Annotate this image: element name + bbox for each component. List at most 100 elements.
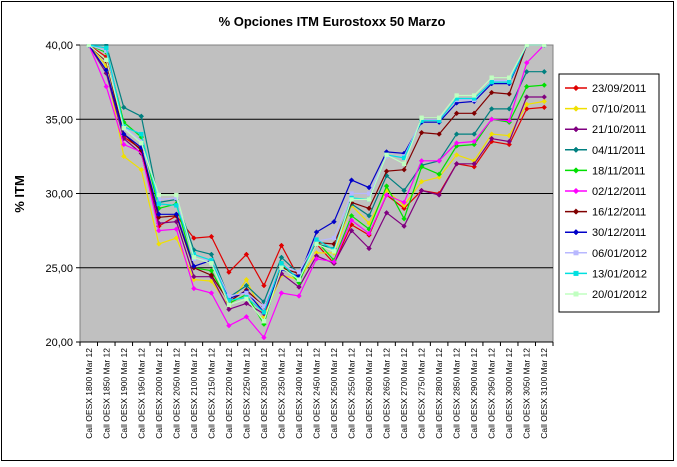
data-point: [436, 131, 442, 137]
legend-item: 23/09/2011: [565, 83, 646, 95]
data-point: [261, 334, 267, 341]
legend-label: 21/10/2011: [592, 124, 646, 136]
x-tick-label: Call OESX 2350 Mar 12: [276, 348, 286, 439]
data-point: [507, 79, 512, 85]
data-point: [191, 276, 197, 283]
data-point: [261, 319, 267, 324]
data-point: [138, 113, 145, 120]
data-point: [278, 242, 285, 249]
data-point: [208, 272, 215, 278]
data-point: [261, 282, 267, 289]
data-point: [436, 192, 442, 198]
data-point: [226, 306, 232, 313]
data-point: [331, 218, 337, 225]
data-point: [524, 44, 529, 48]
data-point: [209, 261, 214, 266]
data-point: [453, 152, 460, 158]
legend-label: 04/11/2011: [592, 145, 645, 157]
x-tick-label: Call OESX 2050 Mar 12: [171, 348, 181, 439]
x-tick-label: Call OESX 2250 Mar 12: [241, 348, 251, 439]
data-point: [401, 223, 407, 229]
data-point: [349, 197, 354, 202]
data-point: [348, 227, 355, 234]
data-point: [296, 277, 302, 282]
data-point: [244, 290, 249, 296]
data-point: [191, 263, 197, 270]
series-20/01/2012: [86, 44, 547, 324]
data-point: [471, 93, 477, 98]
legend-label: 13/01/2012: [592, 268, 647, 280]
data-point: [506, 117, 512, 124]
x-tick-label: Call OESX 1900 Mar 12: [119, 348, 129, 439]
data-point: [418, 178, 425, 185]
data-point: [453, 161, 460, 167]
data-point: [313, 256, 320, 262]
y-tick-label: 20,00: [45, 337, 73, 349]
data-point: [296, 270, 302, 275]
legend-item: 20/01/2012: [565, 289, 647, 301]
data-point: [488, 106, 495, 112]
data-point: [208, 233, 215, 240]
legend-label: 07/10/2011: [592, 104, 646, 116]
y-axis-label: % ITM: [12, 175, 27, 213]
data-point: [573, 270, 579, 276]
data-point: [349, 191, 354, 196]
data-point: [572, 208, 580, 215]
data-point: [208, 251, 215, 258]
data-point: [86, 44, 91, 48]
data-point: [401, 202, 407, 209]
x-tick-label: Call OESX 2000 Mar 12: [154, 348, 164, 439]
y-tick-label: 35,00: [45, 114, 73, 126]
data-point: [331, 235, 337, 241]
data-point: [572, 146, 580, 153]
legend-item: 21/10/2011: [565, 124, 646, 136]
data-point: [383, 210, 390, 216]
x-tick-label: Call OESX 2800 Mar 12: [434, 348, 444, 439]
data-point: [572, 187, 580, 195]
data-point: [121, 141, 127, 148]
data-point: [401, 166, 407, 173]
legend: 23/09/2011 07/10/2011 21/10/2011 04/11/2011…: [558, 73, 660, 313]
x-tick-label: Call OESX 2750 Mar 12: [417, 348, 427, 439]
data-point: [523, 83, 530, 90]
data-point: [104, 57, 109, 63]
data-point: [523, 68, 530, 75]
legend-label: 16/12/2011: [592, 207, 646, 219]
data-point: [401, 187, 407, 194]
legend-label: 02/12/2011: [592, 186, 646, 198]
data-point: [523, 60, 530, 66]
data-point: [506, 91, 512, 97]
data-point: [471, 138, 477, 145]
data-point: [418, 158, 425, 164]
data-point: [541, 104, 547, 111]
legend-item: 18/11/2011: [565, 165, 645, 177]
data-point: [541, 94, 547, 100]
data-point: [278, 254, 285, 261]
data-point: [507, 75, 512, 80]
data-point: [191, 285, 197, 292]
data-point: [572, 126, 580, 133]
data-point: [489, 79, 494, 85]
x-tick-label: Call OESX 2700 Mar 12: [399, 348, 409, 439]
data-point: [366, 197, 372, 202]
data-point: [419, 115, 424, 120]
data-point: [191, 273, 197, 280]
data-point: [401, 215, 407, 222]
legend-item: 04/11/2011: [565, 145, 645, 157]
data-point: [226, 322, 232, 329]
legend-label: 18/11/2011: [592, 165, 645, 177]
chart-frame: % Opciones ITM Eurostoxx 50 Marzo % ITM …: [1, 1, 674, 461]
data-point: [104, 45, 109, 51]
data-point: [139, 140, 144, 146]
data-point: [243, 276, 250, 283]
x-tick-label: Call OESX 2650 Mar 12: [382, 348, 392, 439]
data-point: [331, 259, 337, 265]
x-tick-label: Call OESX 2900 Mar 12: [469, 348, 479, 439]
data-point: [366, 184, 372, 191]
data-point: [174, 203, 179, 208]
data-point: [261, 310, 267, 315]
data-point: [506, 132, 512, 139]
data-point: [313, 229, 320, 235]
x-tick-label: Call OESX 1950 Mar 12: [136, 348, 146, 439]
data-point: [401, 205, 407, 212]
